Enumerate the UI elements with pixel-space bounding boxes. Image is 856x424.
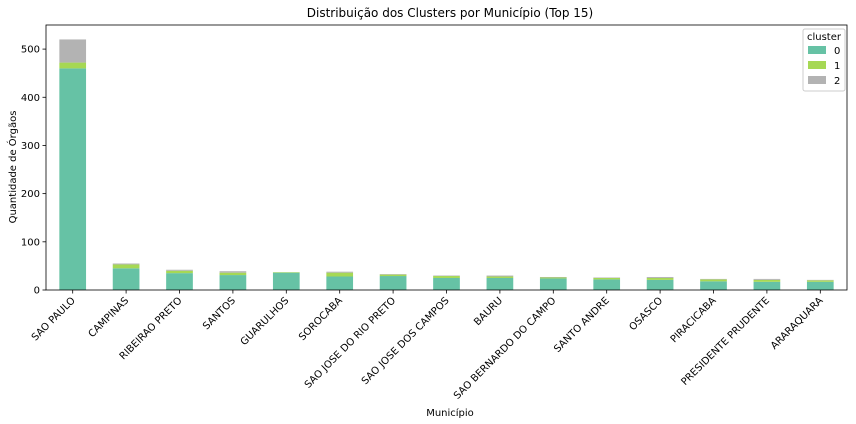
x-tick-label: OSASCO	[627, 295, 665, 333]
bar-cluster-1-sao-paulo	[59, 62, 87, 69]
legend-frame	[802, 28, 846, 92]
x-tick-label: SANTOS	[201, 295, 238, 332]
legend-label-0: 0	[834, 46, 840, 57]
bar-cluster-2-osasco	[646, 276, 674, 278]
plot-area	[45, 24, 848, 291]
y-tick-label: 400	[21, 93, 40, 104]
y-tick-label: 200	[21, 189, 40, 200]
legend-swatch-1	[808, 61, 826, 69]
y-axis: 0 100 200 300 400 500	[21, 45, 46, 297]
bar-cluster-0-araraquara	[806, 281, 834, 290]
bar-cluster-0-osasco	[646, 279, 674, 290]
bar-cluster-2-presidente-prudente	[753, 278, 781, 280]
bar-cluster-0-campinas	[112, 268, 140, 290]
x-tick-label: SAO JOSE DOS CAMPOS	[360, 295, 452, 387]
x-tick-label: GUARULHOS	[239, 295, 292, 348]
bar-cluster-0-sorocaba	[326, 276, 354, 290]
bar-cluster-1-sorocaba	[326, 272, 354, 277]
bar-cluster-1-presidente-prudente	[753, 279, 781, 282]
x-tick-label: PRESIDENTE PRUDENTE	[679, 295, 772, 388]
bar-cluster-2-santos	[219, 271, 247, 273]
bar-cluster-1-sao-bernardo-do-campo	[539, 277, 567, 279]
bar-cluster-1-sao-jose-dos-campos	[433, 276, 460, 278]
y-tick-label: 0	[34, 286, 40, 297]
bar-cluster-0-sao-jose-dos-campos	[433, 277, 460, 290]
bar-cluster-1-santos	[219, 272, 247, 276]
bar-cluster-0-santos	[219, 275, 247, 290]
bar-cluster-0-sao-jose-do-rio-preto	[379, 276, 407, 290]
legend-swatch-2	[808, 76, 826, 84]
bar-cluster-1-araraquara	[806, 280, 834, 282]
bar-cluster-2-campinas	[112, 263, 140, 265]
bar-cluster-2-bauru	[486, 275, 514, 277]
x-tick-label: ARARAQUARA	[769, 295, 826, 352]
bar-cluster-0-ribeirao-preto	[166, 273, 193, 290]
y-tick-label: 300	[21, 141, 40, 152]
bar-cluster-0-guarulhos	[272, 272, 300, 290]
legend-label-2: 2	[834, 76, 840, 87]
x-tick-label: CAMPINAS	[87, 295, 132, 340]
bar-cluster-1-ribeirao-preto	[166, 270, 193, 274]
x-tick-label: SAO JOSE DO RIO PRETO	[303, 295, 398, 390]
y-tick-label: 100	[21, 237, 40, 248]
bar-cluster-1-osasco	[646, 277, 674, 280]
plot-frame	[45, 24, 848, 291]
y-axis-label: Quantidade de Órgãos	[6, 111, 19, 224]
chart-title: Distribuição dos Clusters por Município …	[307, 6, 594, 20]
bar-cluster-2-sorocaba	[326, 271, 354, 273]
bar-cluster-0-sao-paulo	[59, 68, 87, 290]
bar-cluster-0-santo-andre	[593, 279, 621, 290]
x-tick-label: SOROCABA	[297, 295, 345, 343]
x-axis-label: Município	[426, 407, 474, 419]
bar-cluster-2-ribeirao-preto	[166, 269, 193, 271]
x-tick-label: PIRACICABA	[669, 295, 719, 345]
x-tick-label: SANTO ANDRE	[552, 295, 612, 355]
x-tick-label: BAURU	[472, 295, 505, 328]
y-tick-label: 500	[21, 45, 40, 56]
legend-title: cluster	[807, 32, 842, 43]
bar-cluster-1-santo-andre	[593, 277, 621, 280]
bar-cluster-1-campinas	[112, 264, 140, 269]
legend: cluster 0 1 2	[802, 28, 846, 92]
bar-cluster-0-presidente-prudente	[753, 281, 781, 290]
x-tick-label: SAO BERNARDO DO CAMPO	[452, 295, 559, 402]
bar-cluster-0-sao-bernardo-do-campo	[539, 278, 567, 290]
bar-cluster-1-piracicaba	[700, 279, 727, 282]
legend-swatch-0	[808, 46, 826, 54]
bar-cluster-0-piracicaba	[700, 281, 727, 290]
bar-cluster-2-sao-paulo	[59, 39, 87, 63]
x-tick-label: SAO PAULO	[30, 295, 78, 343]
bar-cluster-0-bauru	[486, 277, 514, 290]
bar-cluster-1-bauru	[486, 276, 514, 278]
bar-cluster-1-sao-jose-do-rio-preto	[379, 274, 407, 277]
legend-label-1: 1	[834, 61, 840, 72]
